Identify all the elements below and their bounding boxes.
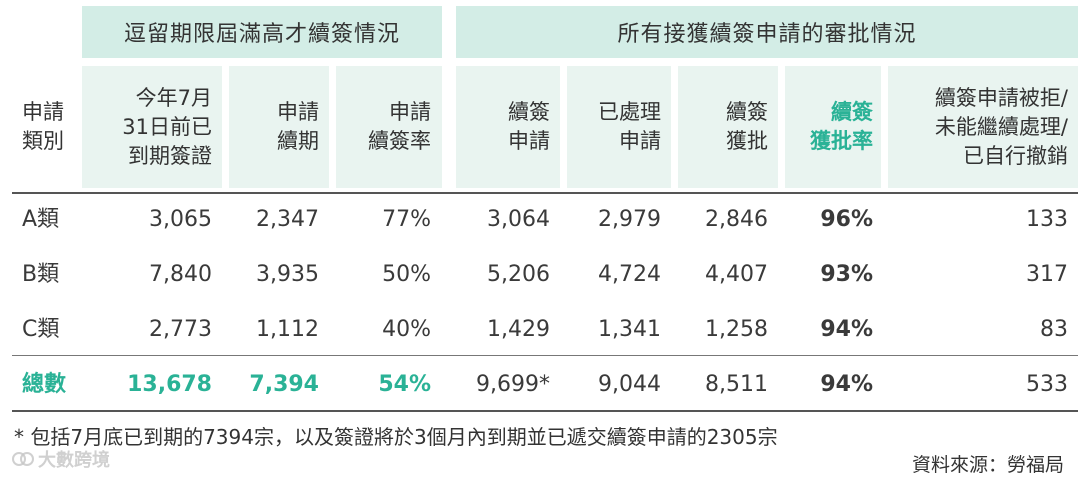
column-header-approved: 續簽 獲批 <box>726 100 768 153</box>
cell-renewal-applied: 3,935 <box>256 262 319 287</box>
cell-processed: 2,979 <box>598 207 661 232</box>
column-header-rejected: 續簽申請被拒/未能繼續處理/已自行撤銷 <box>934 85 1068 168</box>
cell-approved: 1,258 <box>705 317 768 342</box>
total-category: 總數 <box>22 372 67 397</box>
column-header-renewal-rate: 申請 續簽率 <box>368 100 431 153</box>
group-header-all-renewals: 所有接獲續簽申請的審批情況 <box>456 6 1078 58</box>
cell-renewal-rate: 40% <box>382 317 431 342</box>
cell-approved: 4,407 <box>705 262 768 287</box>
cell-renewal-rate: 77% <box>382 207 431 232</box>
footnote: * 包括7月底已到期的7394宗，以及簽證將於3個月內到期並已遞交續簽申請的23… <box>14 425 778 449</box>
cell-renewal-rate: 50% <box>382 262 431 287</box>
column-bg-renewal-apps <box>456 66 560 188</box>
total-rule <box>12 355 1078 356</box>
bottom-rule <box>12 410 1078 412</box>
watermark: 大數跨境 <box>12 446 110 472</box>
total-renewal-applied: 7,394 <box>249 372 319 397</box>
cell-expiring: 7,840 <box>149 262 212 287</box>
cell-renewal-applied: 2,347 <box>256 207 319 232</box>
cell-rejected: 133 <box>1026 207 1068 232</box>
total-renewal-apps: 9,699* <box>476 372 550 397</box>
total-expiring: 13,678 <box>127 372 212 397</box>
total-approved: 8,511 <box>705 372 768 397</box>
cell-renewal-apps: 1,429 <box>487 317 550 342</box>
column-bg-approval-rate <box>785 66 881 188</box>
cell-processed: 1,341 <box>598 317 661 342</box>
cell-renewal-apps: 3,064 <box>487 207 550 232</box>
total-renewal-rate: 54% <box>378 372 431 397</box>
cell-approved: 2,846 <box>705 207 768 232</box>
column-bg-rejected <box>888 66 1078 188</box>
cell-renewal-apps: 5,206 <box>487 262 550 287</box>
cell-processed: 4,724 <box>598 262 661 287</box>
header-rule <box>12 192 1078 194</box>
column-header-approval-rate: 續簽 獲批率 <box>810 100 873 153</box>
source-note: 資料來源：勞福局 <box>911 454 1064 476</box>
cell-category: A類 <box>22 207 60 232</box>
column-header-processed: 已處理 申請 <box>598 100 661 153</box>
cell-expiring: 3,065 <box>149 207 212 232</box>
column-bg-renewal-rate <box>336 66 442 188</box>
cell-rejected: 83 <box>1040 317 1068 342</box>
column-bg-expiring <box>82 66 222 188</box>
column-header-renewal-applied: 申請 續期 <box>277 100 319 153</box>
total-rejected: 533 <box>1026 372 1068 397</box>
group-header-expiring-talents: 逗留期限屆滿高才續簽情況 <box>82 6 442 58</box>
cell-category: B類 <box>22 262 60 287</box>
column-header-expiring: 今年7月 31日前已 到期簽證 <box>122 85 212 168</box>
total-processed: 9,044 <box>598 372 661 397</box>
cell-approval-rate: 94% <box>820 317 873 342</box>
cell-expiring: 2,773 <box>149 317 212 342</box>
column-header-renewal-apps: 續簽 申請 <box>508 100 550 153</box>
column-bg-processed <box>567 66 671 188</box>
watermark-logo-icon <box>12 452 34 466</box>
cell-renewal-applied: 1,112 <box>256 317 319 342</box>
column-header-category: 申請 類別 <box>22 100 64 153</box>
column-bg-approved <box>678 66 778 188</box>
cell-rejected: 317 <box>1026 262 1068 287</box>
column-bg-renewal-applied <box>229 66 329 188</box>
cell-category: C類 <box>22 317 60 342</box>
total-approval-rate: 94% <box>820 372 873 397</box>
cell-approval-rate: 93% <box>820 262 873 287</box>
cell-approval-rate: 96% <box>820 207 873 232</box>
